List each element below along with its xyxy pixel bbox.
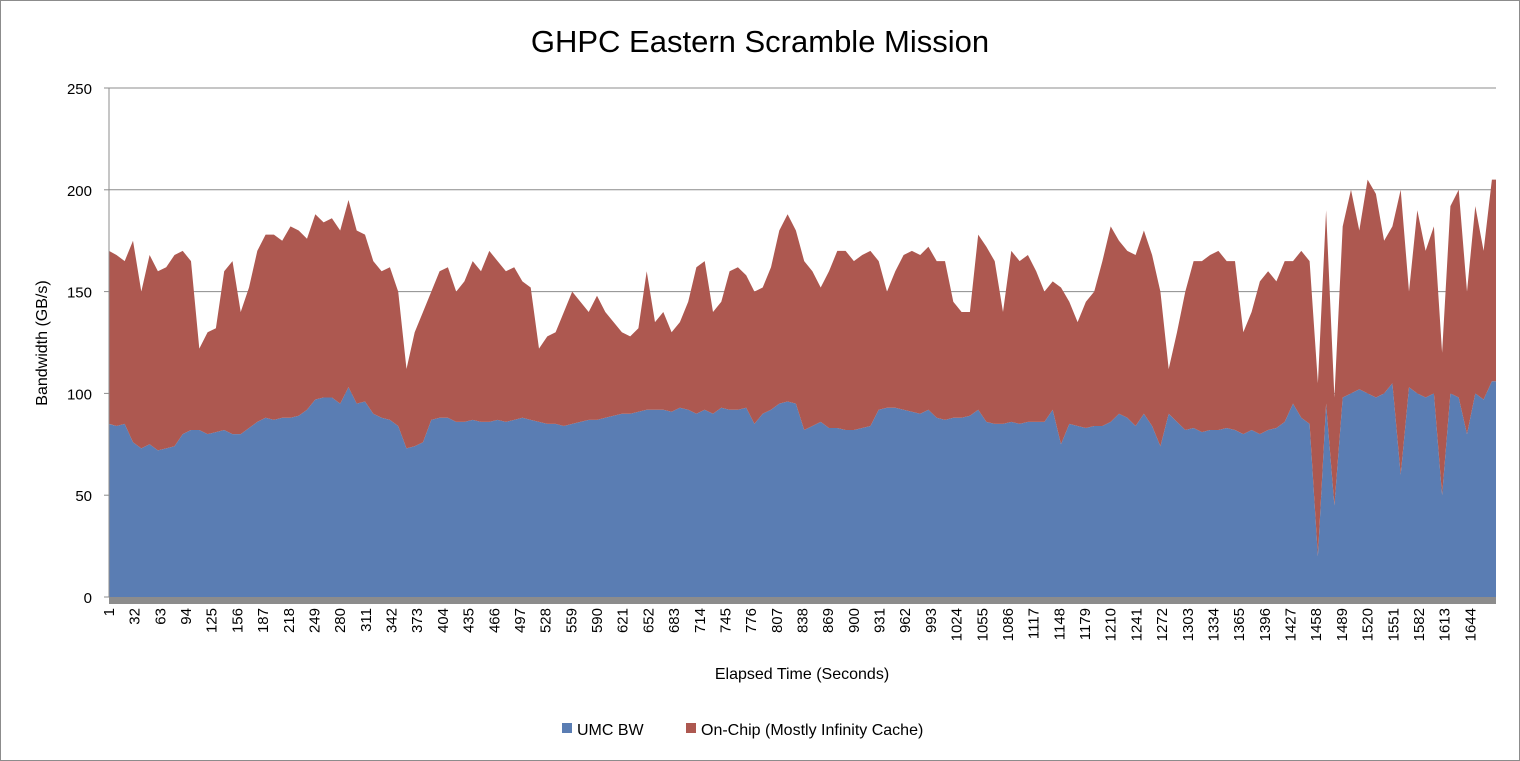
legend-label-onchip: On-Chip (Mostly Infinity Cache) (701, 722, 923, 739)
x-tick-label: 559 (563, 608, 580, 633)
x-tick-label: 931 (872, 608, 889, 633)
x-tick-label: 1241 (1128, 608, 1145, 641)
x-tick-label: 373 (409, 608, 426, 633)
x-tick-label: 1086 (1000, 608, 1017, 641)
x-tick-label: 249 (306, 608, 323, 633)
y-tick-labels: 0 50 100 150 200 250 (67, 81, 109, 607)
x-tick-label: 63 (152, 608, 169, 625)
y-tick-label: 50 (75, 488, 92, 505)
x-tick-label: 993 (923, 608, 940, 633)
x-tick-label: 1489 (1334, 608, 1351, 641)
x-tick-label: 962 (897, 608, 914, 633)
x-tick-label: 1613 (1437, 608, 1454, 641)
x-tick-label: 1303 (1180, 608, 1197, 641)
legend-label-umc: UMC BW (577, 722, 645, 739)
x-tick-label: 435 (461, 608, 478, 633)
x-tick-label: 125 (204, 608, 221, 633)
x-tick-label: 466 (486, 608, 503, 633)
plot-floor (109, 597, 1496, 604)
y-tick-label: 250 (67, 81, 92, 98)
x-tick-label: 621 (615, 608, 632, 633)
x-tick-label: 311 (358, 608, 375, 632)
area-series-on-chip (109, 179, 1496, 557)
legend: UMC BW On-Chip (Mostly Infinity Cache) (562, 722, 923, 739)
x-tick-label: 404 (435, 608, 452, 633)
x-tick-label: 869 (820, 608, 837, 633)
x-tick-label: 1582 (1411, 608, 1428, 641)
x-tick-label: 1427 (1283, 608, 1300, 641)
x-tick-label: 1117 (1026, 608, 1043, 639)
y-tick-label: 100 (67, 386, 92, 403)
x-tick-label: 900 (846, 608, 863, 633)
x-tick-label: 1396 (1257, 608, 1274, 641)
x-tick-label: 807 (769, 608, 786, 633)
x-tick-label: 683 (666, 608, 683, 633)
legend-swatch-umc (562, 723, 572, 733)
x-tick-label: 1148 (1051, 608, 1068, 640)
chart-title: GHPC Eastern Scramble Mission (531, 24, 989, 59)
x-tick-label: 187 (255, 608, 272, 633)
x-tick-label: 1179 (1077, 608, 1094, 640)
series-areas (109, 179, 1496, 597)
x-tick-label: 94 (178, 608, 195, 625)
x-axis-label: Elapsed Time (Seconds) (715, 666, 889, 683)
x-tick-label: 497 (512, 608, 529, 633)
x-tick-label: 1520 (1360, 608, 1377, 641)
x-tick-label: 590 (589, 608, 606, 633)
x-tick-label: 528 (538, 608, 555, 633)
x-tick-labels: 1 32 63 94 125 156 187 218 249 280 311 342 373 404 435… (101, 608, 1479, 641)
x-tick-label: 1210 (1103, 608, 1120, 641)
x-tick-label: 776 (743, 608, 760, 633)
x-tick-label: 32 (127, 608, 144, 625)
x-tick-label: 745 (717, 608, 734, 633)
x-tick-label: 218 (281, 608, 298, 633)
y-tick-label: 0 (84, 590, 92, 607)
x-tick-label: 1272 (1154, 608, 1171, 641)
legend-swatch-onchip (686, 723, 696, 733)
x-tick-label: 280 (332, 608, 349, 633)
x-tick-label: 1024 (949, 608, 966, 641)
x-tick-label: 1334 (1205, 608, 1222, 641)
x-tick-label: 1365 (1231, 608, 1248, 641)
x-tick-label: 1 (101, 608, 118, 616)
y-tick-label: 200 (67, 183, 92, 200)
y-axis-label: Bandwidth (GB/s) (34, 280, 51, 405)
x-tick-label: 714 (692, 608, 709, 633)
x-tick-label: 1055 (974, 608, 991, 641)
x-tick-label: 1644 (1462, 608, 1479, 641)
x-tick-label: 838 (795, 608, 812, 633)
x-tick-label: 1458 (1308, 608, 1325, 641)
x-tick-label: 1551 (1385, 608, 1402, 641)
area-series-umc-bw (109, 381, 1496, 597)
y-tick-label: 150 (67, 285, 92, 302)
x-tick-label: 342 (384, 608, 401, 633)
x-tick-label: 652 (640, 608, 657, 633)
x-tick-label: 156 (229, 608, 246, 633)
